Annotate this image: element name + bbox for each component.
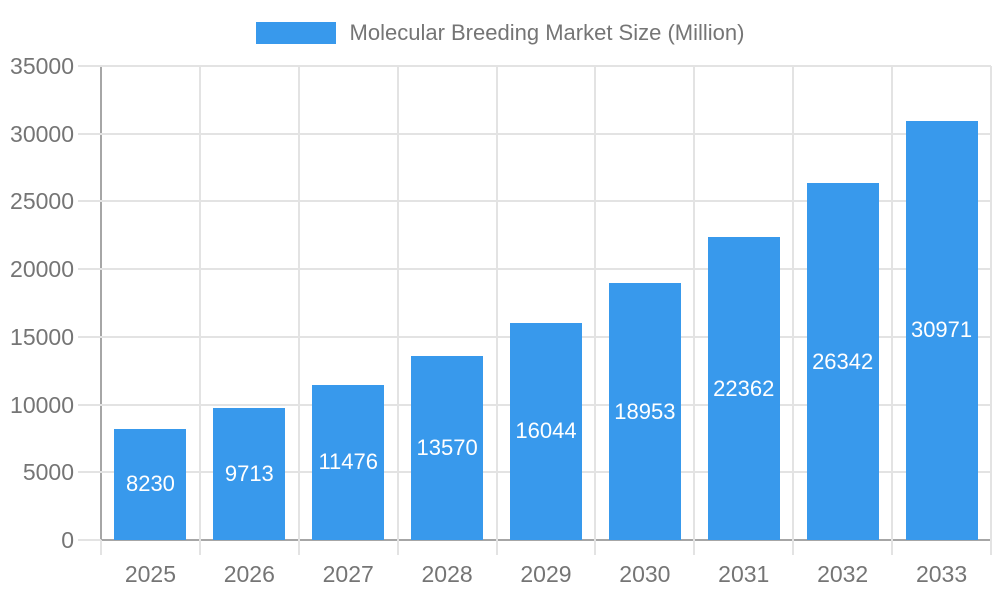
- x-tick: [100, 540, 102, 555]
- y-tick: [78, 200, 101, 203]
- x-tick-label: 2027: [322, 561, 374, 587]
- x-tick: [693, 540, 696, 555]
- v-gridline: [990, 66, 992, 540]
- y-tick-label: 0: [61, 527, 74, 553]
- v-gridline: [792, 66, 795, 540]
- y-tick-label: 35000: [10, 53, 74, 79]
- y-tick-label: 15000: [10, 323, 74, 350]
- v-gridline: [594, 66, 597, 540]
- v-gridline: [693, 66, 696, 540]
- bar-2032[interactable]: [806, 183, 879, 540]
- x-tick-label: 2031: [718, 561, 770, 587]
- v-gridline: [396, 66, 399, 540]
- v-gridline: [297, 66, 300, 540]
- y-tick: [78, 65, 101, 67]
- v-gridline: [891, 66, 894, 540]
- x-tick-label: 2028: [421, 561, 473, 587]
- h-gridline: [101, 132, 991, 135]
- y-tick: [78, 471, 101, 474]
- x-tick: [990, 540, 992, 555]
- y-axis-line: [100, 66, 102, 540]
- bar-2025[interactable]: [114, 428, 187, 540]
- y-tick: [78, 403, 101, 406]
- x-tick-label: 2030: [619, 561, 671, 587]
- x-tick-label: 2032: [817, 561, 869, 587]
- x-tick: [396, 540, 399, 555]
- y-tick: [78, 335, 101, 338]
- y-tick-label: 20000: [10, 256, 74, 283]
- plot-area: 8230 9713 11476 13570 16044 18953 22362 26342 30…: [78, 65, 992, 555]
- h-gridline: [101, 268, 991, 271]
- legend-swatch: [255, 22, 336, 44]
- x-tick-label: 2026: [223, 561, 275, 587]
- x-tick: [495, 540, 498, 555]
- bar-2027[interactable]: [312, 384, 385, 540]
- h-gridline: [101, 65, 991, 67]
- h-gridline: [101, 200, 991, 203]
- x-tick-label: 2033: [915, 561, 968, 587]
- x-tick: [198, 540, 201, 555]
- x-tick-label: 2025: [124, 561, 177, 587]
- bar-2033[interactable]: [905, 120, 978, 540]
- bar-2030[interactable]: [608, 283, 681, 540]
- bar-2031[interactable]: [707, 237, 780, 540]
- bar-2026[interactable]: [213, 408, 286, 540]
- bar-2028[interactable]: [411, 356, 484, 540]
- x-tick: [297, 540, 300, 555]
- legend-label: Molecular Breeding Market Size (Million): [349, 20, 745, 45]
- x-tick-label: 2029: [520, 561, 572, 587]
- y-tick: [78, 132, 101, 135]
- x-tick: [792, 540, 795, 555]
- y-tick-label: 5000: [22, 459, 74, 486]
- v-gridline: [495, 66, 498, 540]
- y-tick-label: 30000: [10, 120, 74, 147]
- y-tick: [78, 268, 101, 271]
- x-tick: [594, 540, 597, 555]
- x-axis-line: [101, 539, 991, 541]
- v-gridline: [198, 66, 201, 540]
- y-tick-label: 25000: [10, 188, 74, 215]
- x-tick: [891, 540, 894, 555]
- bar-2029[interactable]: [510, 322, 582, 540]
- y-tick: [78, 539, 101, 541]
- legend[interactable]: Molecular Breeding Market Size (Million): [0, 20, 1000, 46]
- y-tick-label: 10000: [10, 391, 74, 418]
